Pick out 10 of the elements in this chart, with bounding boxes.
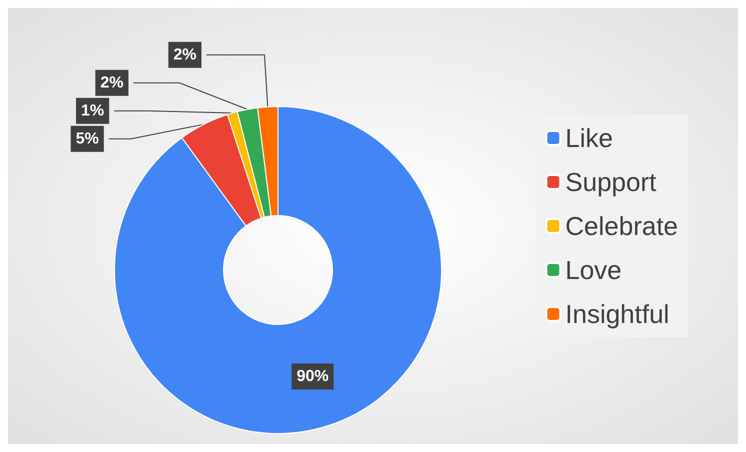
data-label: 90%: [296, 368, 329, 386]
legend-label: Like: [565, 123, 613, 153]
data-label: 5%: [76, 130, 99, 148]
legend-label: Love: [565, 255, 622, 285]
legend-label: Insightful: [565, 299, 670, 329]
data-label: 2%: [100, 74, 124, 92]
data-label: 1%: [81, 102, 104, 120]
legend-label: Celebrate: [565, 211, 678, 241]
data-label: 2%: [173, 46, 196, 64]
legend-label: Support: [565, 167, 658, 197]
